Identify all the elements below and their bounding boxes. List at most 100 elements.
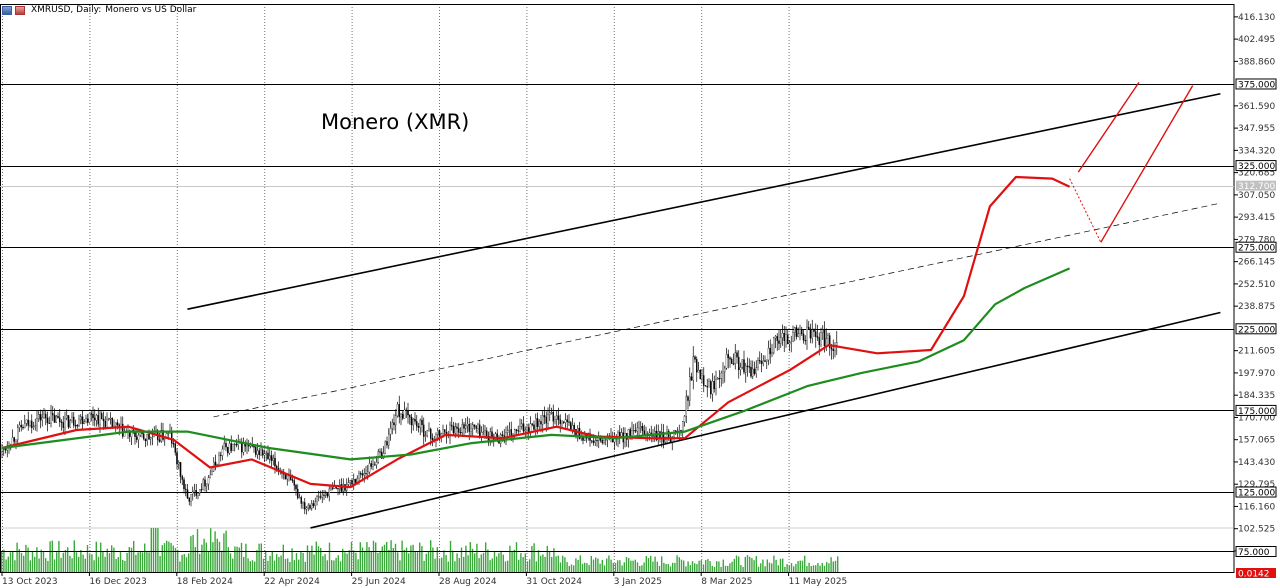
candle-body	[517, 430, 520, 432]
candle-body	[60, 421, 63, 423]
candle-body	[200, 489, 203, 491]
candle-body	[797, 333, 800, 337]
candle-body	[267, 452, 269, 460]
level-price-box	[1235, 323, 1277, 335]
volume-bar	[342, 548, 344, 572]
candle-body	[34, 425, 37, 427]
candle-body	[426, 430, 428, 436]
volume-bar	[511, 551, 513, 572]
volume-bar	[625, 557, 628, 572]
candle-body	[64, 417, 66, 428]
candle-body	[407, 410, 409, 416]
volume-bar	[289, 561, 291, 572]
price-tick-label: 388.860	[1238, 57, 1275, 67]
candle-body	[640, 426, 642, 429]
volume-bar	[192, 534, 194, 572]
candle-body	[473, 424, 476, 427]
candle-body	[641, 426, 644, 431]
candle-body	[375, 462, 378, 466]
volume-bar	[557, 555, 559, 572]
candle-body	[452, 425, 455, 434]
candle-body	[450, 424, 453, 427]
volume-bar	[240, 542, 243, 572]
candle-body	[522, 423, 525, 432]
volume-bar	[350, 542, 353, 572]
candle-body	[223, 443, 225, 450]
candle-body	[619, 432, 621, 437]
candle-body	[69, 420, 72, 428]
volume-bar	[335, 557, 337, 572]
candle-body	[711, 381, 714, 395]
volume-bar	[403, 549, 405, 572]
volume-bar	[89, 554, 91, 572]
volume-bar	[764, 566, 766, 572]
volume-bar	[465, 545, 467, 572]
candle-body	[741, 359, 744, 368]
candle-body	[115, 422, 117, 427]
candle-body	[760, 361, 763, 364]
volume-bar	[25, 544, 27, 572]
volume-bar	[269, 555, 271, 572]
candle-body	[43, 413, 45, 418]
candle-body	[659, 431, 661, 440]
candle-body	[258, 450, 260, 455]
volume-bar	[744, 556, 746, 572]
candle-body	[324, 493, 327, 496]
candle-body	[682, 421, 684, 431]
volume-bar	[364, 551, 366, 572]
volume-bar	[174, 547, 177, 572]
volume-bar	[339, 561, 342, 572]
candle-body	[225, 443, 227, 448]
projection-line	[1077, 81, 1140, 173]
symbol-icon[interactable]	[15, 5, 25, 15]
price-tick-label: 116.160	[1238, 502, 1275, 512]
candle-body	[563, 421, 565, 423]
price-tick-label: 347.955	[1238, 124, 1275, 134]
volume-bar	[190, 536, 192, 572]
volume-bar	[408, 553, 410, 572]
candle-body	[739, 367, 742, 371]
volume-bar	[203, 538, 205, 572]
price-tick-label: 334.320	[1238, 146, 1275, 156]
volume-bar	[185, 557, 188, 572]
volume-bar	[535, 561, 537, 572]
volume-bar	[392, 548, 394, 572]
volume-bar	[218, 541, 221, 572]
volume-bar	[115, 559, 117, 572]
candle-body	[752, 368, 754, 377]
candle-body	[270, 455, 273, 461]
volume-bar	[793, 566, 795, 572]
candle-body	[514, 429, 516, 435]
candle-body	[83, 421, 86, 425]
candle-body	[394, 415, 397, 426]
volume-bar	[86, 544, 89, 572]
volume-bar	[808, 562, 810, 572]
volume-bar	[419, 542, 421, 572]
volume-bar	[122, 560, 124, 572]
volume-bar	[474, 553, 476, 572]
volume-bar	[379, 551, 381, 572]
volume-bar	[216, 538, 218, 572]
volume-bar	[284, 558, 287, 572]
candle-body	[720, 372, 723, 379]
volume-bar	[801, 560, 804, 572]
volume-bar	[238, 547, 240, 572]
candle-body	[806, 326, 808, 341]
volume-bar	[27, 547, 29, 572]
volume-bar	[163, 543, 166, 572]
volume-bar	[749, 556, 751, 572]
candle-body	[664, 439, 667, 443]
date-tick-label: 11 May 2025	[789, 577, 848, 587]
price-tick-label: 293.415	[1238, 213, 1275, 223]
price-tick-label: 102.525	[1238, 525, 1275, 535]
volume-bar	[449, 540, 452, 572]
volume-bar	[410, 545, 412, 572]
candle-body	[573, 424, 576, 430]
candle-body	[564, 419, 567, 423]
candle-body	[470, 428, 472, 432]
volume-bar	[821, 563, 823, 572]
price-tick-label: 170.700	[1238, 413, 1275, 423]
volume-bar	[201, 544, 203, 572]
chart-window-icon[interactable]	[2, 5, 12, 15]
